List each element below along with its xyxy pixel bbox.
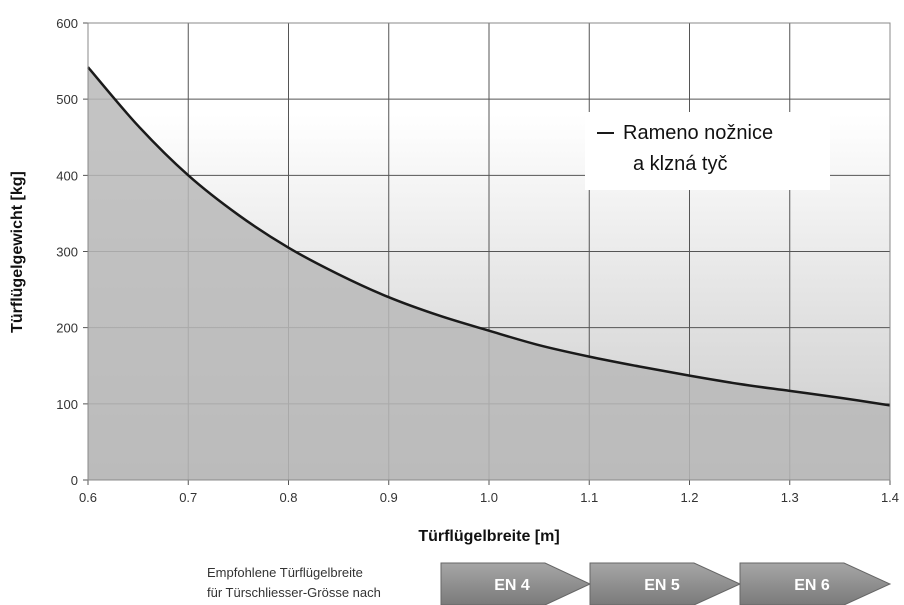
x-tick-label: 0.9 — [380, 490, 398, 505]
recommendation-text-line2: für Türschliesser-Grösse nach — [207, 585, 381, 600]
y-axis-ticks: 0 100 200 300 400 500 600 — [56, 16, 78, 488]
en6-arrow — [739, 562, 892, 605]
legend-label-line2: a klzná tyč — [633, 153, 727, 175]
en4-arrow — [440, 562, 592, 605]
x-tick-label: 1.1 — [580, 490, 598, 505]
door-closer-size-recommendation: Empfohlene Türflügelbreite für Türschlie… — [207, 562, 892, 605]
en5-arrow — [589, 562, 742, 605]
y-axis-title: Türflügelgewicht [kg] — [9, 171, 26, 333]
y-tick-label: 0 — [71, 473, 78, 488]
x-axis-title: Türflügelbreite [m] — [418, 528, 559, 545]
y-tick-label: 300 — [56, 245, 78, 260]
recommendation-text-line1: Empfohlene Türflügelbreite — [207, 565, 363, 580]
x-tick-label: 0.6 — [79, 490, 97, 505]
en4-label: EN 4 — [494, 577, 530, 594]
x-tick-label: 1.3 — [781, 490, 799, 505]
en5-label: EN 5 — [644, 577, 680, 594]
x-axis-ticks: 0.6 0.7 0.8 0.9 1.0 1.1 1.2 1.3 1.4 — [79, 490, 899, 505]
x-tick-label: 1.2 — [680, 490, 698, 505]
y-tick-label: 200 — [56, 321, 78, 336]
y-tick-label: 500 — [56, 92, 78, 107]
legend-box — [585, 112, 830, 190]
y-tick-label: 100 — [56, 397, 78, 412]
x-tick-label: 1.4 — [881, 490, 899, 505]
y-tick-label: 600 — [56, 16, 78, 31]
legend: Rameno nožnice a klzná tyč — [585, 112, 830, 190]
x-tick-label: 1.0 — [480, 490, 498, 505]
x-tick-label: 0.7 — [179, 490, 197, 505]
en6-label: EN 6 — [794, 577, 830, 594]
plot-border — [87, 22, 891, 481]
x-tick-label: 0.8 — [279, 490, 297, 505]
y-tick-label: 400 — [56, 168, 78, 183]
series-line-rameno — [87, 66, 891, 407]
legend-label-line1: Rameno nožnice — [623, 122, 773, 144]
